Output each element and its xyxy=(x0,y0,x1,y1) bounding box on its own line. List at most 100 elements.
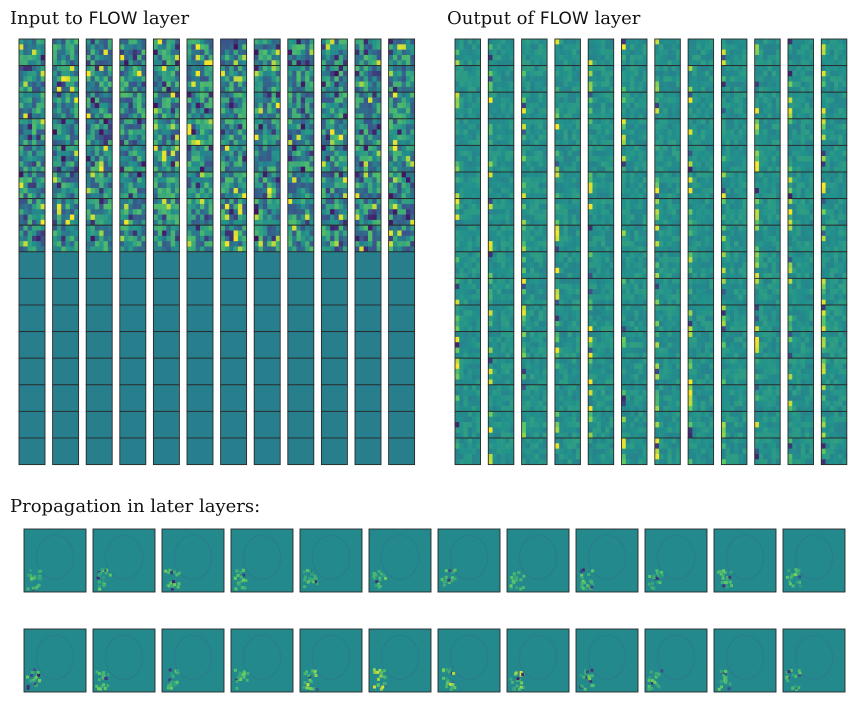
output-pixel xyxy=(534,39,539,45)
output-pixel xyxy=(472,326,477,332)
input-pixel xyxy=(220,44,226,50)
input-pixel xyxy=(61,54,66,61)
input-pixel xyxy=(175,187,180,194)
output-pixel xyxy=(538,235,544,242)
input-pixel xyxy=(107,118,113,125)
output-pixel xyxy=(455,416,460,423)
output-pixel xyxy=(501,384,506,391)
input-pixel xyxy=(300,166,306,173)
input-pixel xyxy=(166,156,172,162)
input-pixel xyxy=(141,92,147,98)
input-pixel xyxy=(224,97,230,104)
output-pixel xyxy=(472,358,477,364)
input-cell xyxy=(152,38,180,67)
output-pixel xyxy=(530,251,535,258)
input-pixel xyxy=(94,209,100,215)
input-pixel xyxy=(368,70,373,77)
input-pixel xyxy=(229,198,234,205)
output-pixel xyxy=(496,448,502,455)
input-pixel xyxy=(388,44,394,50)
output-pixel xyxy=(521,416,527,423)
input-pixel xyxy=(376,241,382,247)
input-pixel xyxy=(157,140,163,146)
input-pixel xyxy=(19,198,24,205)
input-pixel xyxy=(355,251,381,279)
input-pixel xyxy=(372,76,377,82)
output-pixel xyxy=(467,310,473,316)
input-pixel xyxy=(338,76,344,82)
output-pixel xyxy=(476,209,481,215)
output-pixel xyxy=(492,406,498,412)
input-pixel xyxy=(405,134,411,141)
input-pixel xyxy=(124,39,129,45)
input-cell xyxy=(253,384,281,412)
input-pixel xyxy=(23,203,28,210)
output-pixel xyxy=(459,305,464,311)
output-pixel xyxy=(530,416,535,423)
output-pixel xyxy=(463,358,469,364)
output-pixel xyxy=(542,156,548,162)
input-pixel xyxy=(132,214,138,221)
input-pixel xyxy=(372,108,377,114)
input-pixel xyxy=(191,102,196,109)
input-pixel xyxy=(19,113,24,120)
input-pixel xyxy=(94,182,100,189)
input-pixel xyxy=(359,70,364,77)
input-pixel xyxy=(334,187,340,194)
input-pixel xyxy=(128,129,134,136)
output-pixel xyxy=(455,177,460,183)
output-pixel xyxy=(505,379,510,386)
output-pixel xyxy=(563,86,568,93)
output-pixel xyxy=(521,262,527,269)
input-pixel xyxy=(124,129,129,136)
input-pixel xyxy=(229,86,234,93)
input-pixel xyxy=(405,39,411,45)
output-pixel xyxy=(538,203,544,210)
input-pixel xyxy=(410,140,415,146)
input-pixel xyxy=(397,97,402,104)
input-pixel xyxy=(392,97,398,104)
input-cell xyxy=(320,304,348,333)
input-pixel xyxy=(27,140,33,146)
output-pixel xyxy=(463,76,469,82)
input-pixel xyxy=(262,39,268,45)
output-pixel xyxy=(455,172,460,178)
output-pixel xyxy=(472,230,477,237)
input-pixel xyxy=(187,219,192,226)
input-pixel xyxy=(86,145,91,152)
output-pixel xyxy=(488,246,493,253)
input-pixel xyxy=(401,102,407,109)
input-pixel xyxy=(119,203,125,210)
output-pixel xyxy=(459,262,464,269)
output-pixel xyxy=(525,416,531,423)
output-pixel xyxy=(488,347,493,354)
output-pixel xyxy=(525,193,531,199)
input-pixel xyxy=(65,177,71,183)
output-cell xyxy=(454,331,481,359)
input-pixel xyxy=(56,177,62,183)
input-pixel xyxy=(343,76,348,82)
input-pixel xyxy=(128,113,134,120)
output-pixel xyxy=(467,416,473,423)
output-pixel xyxy=(463,70,469,77)
output-pixel xyxy=(534,81,539,88)
output-pixel xyxy=(463,177,469,183)
output-pixel xyxy=(521,299,527,306)
input-pixel xyxy=(157,65,163,72)
input-pixel xyxy=(237,203,243,210)
output-pixel xyxy=(496,294,502,300)
input-pixel xyxy=(69,182,75,189)
input-pixel xyxy=(36,172,41,178)
input-pixel xyxy=(124,214,129,221)
output-pixel xyxy=(467,267,473,274)
input-pixel xyxy=(372,124,377,130)
input-pixel xyxy=(23,182,28,189)
output-pixel xyxy=(455,76,460,82)
input-pixel xyxy=(90,246,96,253)
input-pixel xyxy=(132,172,138,178)
output-pixel xyxy=(488,172,493,178)
output-pixel xyxy=(542,251,548,258)
input-pixel xyxy=(309,161,315,167)
output-cell xyxy=(454,65,481,93)
input-cell xyxy=(253,277,281,306)
